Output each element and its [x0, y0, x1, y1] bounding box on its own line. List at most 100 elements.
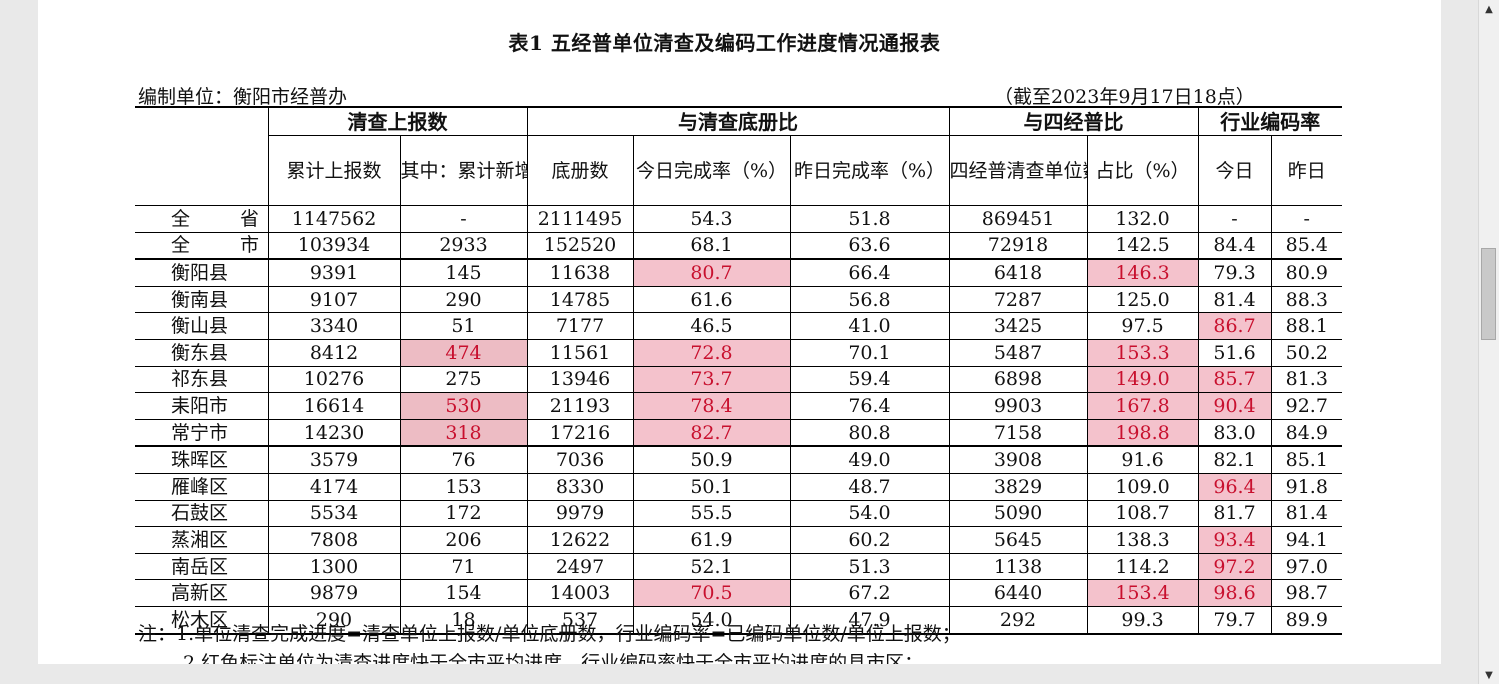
cell-yday-rate: 66.4 — [789, 259, 950, 287]
cell-cumulative: 9391 — [267, 259, 400, 287]
cell-yday-rate: 56.8 — [789, 286, 950, 314]
cell-yday-rate: 70.1 — [789, 339, 950, 367]
cell-code-yday: 88.1 — [1270, 312, 1343, 340]
header-row-columns: 累计上报数 其中：累计新增数 底册数 今日完成率（%） 昨日完成率（%） 四经普… — [135, 135, 1343, 206]
cell-today-rate: 54.3 — [632, 205, 790, 233]
cell-code-today: - — [1197, 205, 1272, 233]
cell-census4: 72918 — [948, 232, 1088, 261]
cell-code-today: 85.7 — [1197, 366, 1272, 394]
cell-yday-rate: 41.0 — [789, 312, 950, 340]
cell-census4: 5090 — [948, 500, 1088, 528]
horizontal-scroll-area — [0, 664, 1479, 684]
cell-ratio: 149.0 — [1086, 366, 1199, 394]
cell-cumulative: 14230 — [267, 419, 400, 448]
cell-yday-rate: 67.2 — [789, 579, 950, 607]
table-row: 常宁市 14230 318 17216 82.7 80.8 7158 198.8 83.0 84.… — [135, 419, 1343, 448]
cell-ratio: 167.8 — [1086, 392, 1199, 420]
table-row: 耒阳市 16614 530 21193 78.4 76.4 9903 167.8 90.4 92.… — [135, 392, 1343, 420]
cell-region: 松木区 — [135, 606, 268, 635]
cell-cumulative: 1300 — [267, 553, 400, 581]
cell-cumulative: 5534 — [267, 500, 400, 528]
cell-census4: 7158 — [948, 419, 1088, 448]
progress-table: 清查上报数 与清查底册比 与四经普比 行业编码率 累计上报数 其中：累计新增数 … — [135, 106, 1343, 635]
cell-code-yday: 81.3 — [1270, 366, 1343, 394]
cell-today-rate: 70.5 — [632, 579, 790, 607]
cell-register: 2497 — [526, 553, 633, 581]
cell-code-today: 86.7 — [1197, 312, 1272, 340]
cell-new: 530 — [399, 392, 527, 420]
cell-cumulative: 103934 — [267, 232, 400, 261]
cell-region: 蒸湘区 — [135, 526, 268, 554]
table-row: 珠晖区 3579 76 7036 50.9 49.0 3908 91.6 82.1 85.1 — [135, 446, 1343, 474]
cell-region: 全 省 — [135, 205, 268, 233]
scroll-up-arrow-icon[interactable]: ▲ — [1485, 3, 1493, 15]
cell-ratio: 91.6 — [1086, 446, 1199, 474]
cell-register: 14003 — [526, 579, 633, 607]
cell-today-rate: 46.5 — [632, 312, 790, 340]
cell-today-rate: 72.8 — [632, 339, 790, 367]
cell-today-rate: 68.1 — [632, 232, 790, 261]
cell-code-today: 83.0 — [1197, 419, 1272, 448]
cell-yday-rate: 48.7 — [789, 473, 950, 501]
cell-yday-rate: 76.4 — [789, 392, 950, 420]
cell-ratio: 108.7 — [1086, 500, 1199, 528]
cell-yday-rate: 51.3 — [789, 553, 950, 581]
cell-register: 13946 — [526, 366, 633, 394]
cell-ratio: 153.3 — [1086, 339, 1199, 367]
cell-new: 153 — [399, 473, 527, 501]
cell-today-rate: 61.9 — [632, 526, 790, 554]
header-col-today-rate: 今日完成率（%） — [632, 135, 790, 206]
header-col-census4: 四经普清查单位数 — [948, 135, 1088, 206]
cell-code-yday: - — [1270, 205, 1343, 233]
cell-ratio: 97.5 — [1086, 312, 1199, 340]
cell-today-rate: 82.7 — [632, 419, 790, 448]
cell-region: 衡南县 — [135, 286, 268, 314]
table-row: 高新区 9879 154 14003 70.5 67.2 6440 153.4 98.6 98.7 — [135, 579, 1343, 607]
cell-code-today: 98.6 — [1197, 579, 1272, 607]
cell-register: 7177 — [526, 312, 633, 340]
cell-region: 南岳区 — [135, 553, 268, 581]
cell-new: 290 — [399, 286, 527, 314]
cell-code-yday: 94.1 — [1270, 526, 1343, 554]
header-region — [135, 106, 268, 206]
table-row: 松木区 290 18 537 54.0 47.9 292 99.3 79.7 89.9 — [135, 606, 1343, 635]
vertical-scrollbar[interactable]: ▲ ▼ — [1478, 0, 1499, 684]
cell-register: 17216 — [526, 419, 633, 448]
cell-census4: 6898 — [948, 366, 1088, 394]
cell-region: 高新区 — [135, 579, 268, 607]
cell-code-today: 81.7 — [1197, 500, 1272, 528]
cell-code-today: 93.4 — [1197, 526, 1272, 554]
cell-cumulative: 3340 — [267, 312, 400, 340]
cell-new: 206 — [399, 526, 527, 554]
header-row-groups: 清查上报数 与清查底册比 与四经普比 行业编码率 — [135, 106, 1343, 206]
scrollbar-thumb[interactable] — [1481, 248, 1496, 340]
as-of-date: （截至2023年9月17日18点） — [994, 86, 1255, 108]
cell-census4: 7287 — [948, 286, 1088, 314]
cell-cumulative: 3579 — [267, 446, 400, 474]
cell-code-today: 96.4 — [1197, 473, 1272, 501]
scroll-down-arrow-icon[interactable]: ▼ — [1485, 669, 1493, 681]
cell-code-yday: 97.0 — [1270, 553, 1343, 581]
header-group-reported: 清查上报数 — [267, 106, 527, 136]
cell-today-rate: 50.9 — [632, 446, 790, 474]
cell-register: 21193 — [526, 392, 633, 420]
table-row: 祁东县 10276 275 13946 73.7 59.4 6898 149.0 85.7 81.… — [135, 366, 1343, 394]
table-row: 蒸湘区 7808 206 12622 61.9 60.2 5645 138.3 93.4 94.1 — [135, 526, 1343, 554]
cell-census4: 5645 — [948, 526, 1088, 554]
cell-yday-rate: 60.2 — [789, 526, 950, 554]
cell-ratio: 99.3 — [1086, 606, 1199, 635]
cell-today-rate: 50.1 — [632, 473, 790, 501]
cell-yday-rate: 80.8 — [789, 419, 950, 448]
cell-register: 12622 — [526, 526, 633, 554]
cell-new: 275 — [399, 366, 527, 394]
cell-register: 11638 — [526, 259, 633, 287]
cell-code-today: 79.7 — [1197, 606, 1272, 635]
cell-register: 2111495 — [526, 205, 633, 233]
cell-cumulative: 7808 — [267, 526, 400, 554]
cell-today-rate: 61.6 — [632, 286, 790, 314]
cell-region: 全 市 — [135, 232, 268, 261]
cell-new: 71 — [399, 553, 527, 581]
cell-region: 石鼓区 — [135, 500, 268, 528]
cell-register: 11561 — [526, 339, 633, 367]
